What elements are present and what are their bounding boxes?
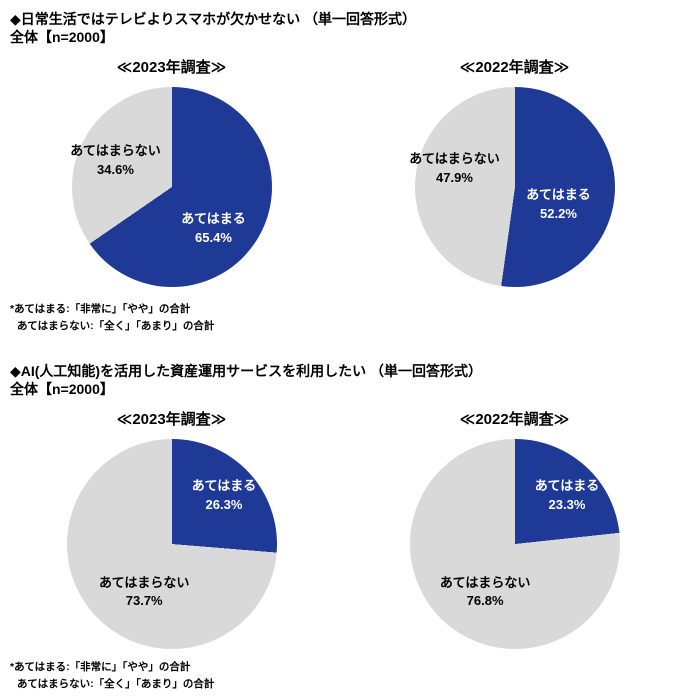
pie-chart-ai-2023 (66, 439, 277, 650)
section-title: ◆AI(人工知能)を活用した資産運用サービスを利用したい （単一回答形式） (10, 362, 482, 379)
section-subtitle: 全体【n=2000】 (10, 381, 114, 398)
pie-chart-ai-2022 (409, 439, 620, 650)
chart-smartphone-2023: ≪2023年調査≫ あてはまらない 34.6% あてはまる 65.4% (0, 46, 343, 288)
pie-chart-smartphone-2022 (414, 87, 615, 288)
pie-wrap: あてはまる 23.3% あてはまらない 76.8% (409, 439, 620, 650)
pie-chart-smartphone-2023 (71, 87, 272, 288)
pie-wrap: あてはまる 26.3% あてはまらない 73.7% (66, 439, 277, 650)
charts-row: ≪2023年調査≫ あてはまる 26.3% あてはまらない 73.7% ≪202… (0, 398, 686, 650)
footnote-line2: あてはまらない:「全く」「あまり」の合計 (17, 319, 215, 332)
chart-smartphone-2022: ≪2022年調査≫ あてはまらない 47.9% あてはまる 52.2% (343, 46, 686, 288)
chart-title: ≪2023年調査≫ (116, 411, 227, 429)
section-header: ◆日常生活ではテレビよりスマホが欠かせない （単一回答形式） 全体【n=2000… (0, 8, 686, 46)
chart-title: ≪2022年調査≫ (459, 59, 570, 77)
pie-wrap: あてはまらない 34.6% あてはまる 65.4% (70, 87, 272, 288)
chart-ai-2023: ≪2023年調査≫ あてはまる 26.3% あてはまらない 73.7% (0, 398, 343, 650)
section-ai-service: ◆AI(人工知能)を活用した資産運用サービスを利用したい （単一回答形式） 全体… (0, 360, 686, 692)
chart-ai-2022: ≪2022年調査≫ あてはまる 23.3% あてはまらない 76.8% (343, 398, 686, 650)
footnote: *あてはまる:「非常に」「やや」の合計 あてはまらない:「全く」「あまり」の合計 (0, 287, 686, 334)
section-title: ◆日常生活ではテレビよりスマホが欠かせない （単一回答形式） (10, 11, 416, 27)
pie-wrap: あてはまらない 47.9% あてはまる 52.2% (409, 87, 615, 288)
footnote-line1: *あてはまる:「非常に」「やや」の合計 (10, 661, 191, 674)
section-header: ◆AI(人工知能)を活用した資産運用サービスを利用したい （単一回答形式） 全体… (0, 360, 686, 398)
footnote-line2: あてはまらない:「全く」「あまり」の合計 (17, 677, 215, 690)
chart-title: ≪2023年調査≫ (116, 59, 227, 77)
section-smartphone: ◆日常生活ではテレビよりスマホが欠かせない （単一回答形式） 全体【n=2000… (0, 8, 686, 334)
footnote-line1: *あてはまる:「非常に」「やや」の合計 (10, 303, 191, 316)
section-subtitle: 全体【n=2000】 (10, 29, 114, 46)
footnote: *あてはまる:「非常に」「やや」の合計 あてはまらない:「全く」「あまり」の合計 (0, 649, 686, 692)
charts-row: ≪2023年調査≫ あてはまらない 34.6% あてはまる 65.4% ≪202… (0, 46, 686, 288)
chart-title: ≪2022年調査≫ (459, 411, 570, 429)
